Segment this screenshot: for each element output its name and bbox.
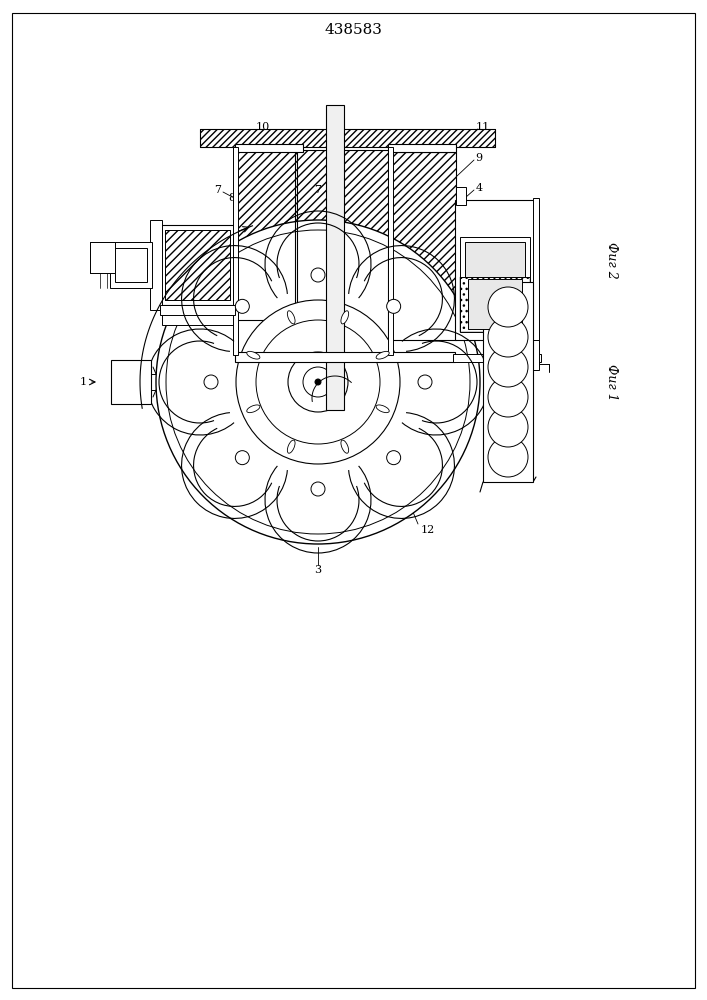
Bar [456, 187, 466, 205]
Text: 13: 13 [208, 345, 222, 355]
Circle shape [204, 375, 218, 389]
Circle shape [387, 451, 401, 465]
Circle shape [488, 347, 528, 387]
Bar [90, 242, 115, 273]
Bar [460, 237, 530, 277]
Circle shape [488, 437, 528, 477]
Text: 9: 9 [475, 153, 483, 163]
Bar [160, 225, 235, 305]
Circle shape [156, 220, 480, 544]
Text: 8: 8 [228, 193, 235, 203]
Bar [115, 248, 147, 282]
Bar [453, 354, 541, 362]
Circle shape [315, 379, 321, 385]
Text: Фиг 2: Фиг 2 [605, 242, 619, 278]
Bar [200, 129, 495, 147]
Bar [235, 150, 297, 320]
Bar [162, 313, 233, 325]
Text: 4: 4 [475, 183, 483, 193]
Bar [388, 144, 456, 152]
Ellipse shape [287, 440, 295, 453]
Circle shape [387, 299, 401, 313]
Bar [533, 198, 539, 342]
Circle shape [303, 367, 333, 397]
Bar [326, 105, 344, 410]
Text: 438583: 438583 [324, 23, 382, 37]
Text: 10: 10 [256, 122, 270, 132]
Ellipse shape [341, 311, 349, 324]
Ellipse shape [376, 405, 390, 413]
Circle shape [488, 377, 528, 417]
Text: 7: 7 [214, 185, 221, 195]
Bar [460, 277, 530, 332]
Bar [465, 242, 525, 277]
Bar [468, 279, 522, 329]
Text: 7: 7 [315, 185, 322, 195]
Bar [233, 147, 238, 355]
Bar [533, 340, 539, 370]
Text: 11: 11 [476, 122, 490, 132]
Circle shape [418, 375, 432, 389]
Circle shape [256, 320, 380, 444]
Bar [200, 129, 495, 147]
Bar [455, 200, 535, 340]
Ellipse shape [376, 351, 390, 359]
Circle shape [311, 482, 325, 496]
Circle shape [488, 287, 528, 327]
Circle shape [311, 268, 325, 282]
Ellipse shape [287, 311, 295, 324]
Bar [295, 150, 390, 355]
Circle shape [488, 317, 528, 357]
Bar [235, 352, 455, 362]
Circle shape [236, 300, 400, 464]
Bar [388, 152, 456, 340]
Bar [235, 144, 303, 152]
Bar [165, 230, 230, 300]
Bar [111, 360, 151, 404]
Bar [460, 277, 530, 332]
Ellipse shape [247, 405, 260, 413]
Circle shape [235, 299, 250, 313]
Bar [110, 242, 152, 288]
Circle shape [166, 230, 470, 534]
Bar [295, 150, 390, 355]
Text: 1: 1 [79, 377, 86, 387]
Circle shape [288, 352, 348, 412]
Text: 2: 2 [527, 249, 534, 259]
Circle shape [488, 407, 528, 447]
Bar [483, 282, 533, 482]
Ellipse shape [247, 351, 260, 359]
Ellipse shape [341, 440, 349, 453]
Text: 3: 3 [315, 565, 322, 575]
Bar [165, 230, 230, 300]
Bar [235, 150, 297, 320]
Bar [388, 152, 456, 340]
Circle shape [235, 451, 250, 465]
Text: 12: 12 [421, 525, 435, 535]
Bar [160, 305, 235, 315]
Text: Фиг 1: Фиг 1 [605, 364, 619, 400]
Bar [388, 147, 393, 355]
Bar [150, 220, 162, 310]
Text: 5: 5 [339, 397, 346, 407]
